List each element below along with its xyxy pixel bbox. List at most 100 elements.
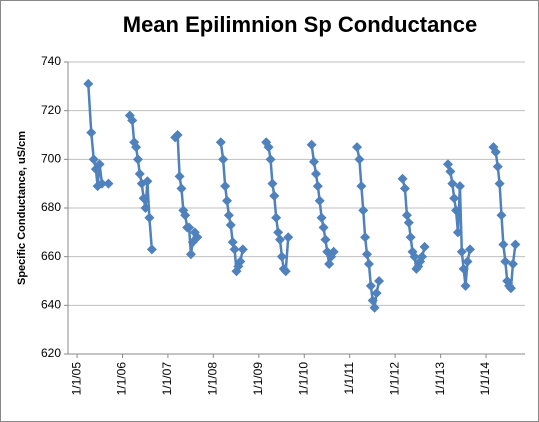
y-axis-label: Specific Conductance, uS/cm [16, 131, 28, 285]
data-point [369, 302, 380, 313]
data-point [265, 154, 276, 165]
data-point [356, 181, 367, 192]
data-point [507, 258, 518, 269]
data-point [454, 181, 465, 192]
data-point [222, 195, 233, 206]
data-point [458, 263, 469, 274]
data-point [269, 190, 280, 201]
data-point [403, 217, 414, 228]
data-point [235, 256, 246, 267]
data-point [500, 256, 511, 267]
data-point [452, 227, 463, 238]
y-tick-label: 640 [41, 298, 61, 312]
x-tick-label: 1/1/14 [478, 362, 492, 396]
data-point [498, 239, 509, 250]
data-point [276, 251, 287, 262]
data-point [180, 210, 191, 221]
data-point [505, 283, 516, 294]
data-point [314, 195, 325, 206]
data-point [271, 212, 282, 223]
data-point [490, 147, 501, 158]
x-tick-label: 1/1/06 [115, 362, 129, 396]
data-point [360, 232, 371, 243]
chart-title: Mean Epilimnion Sp Conductance [123, 12, 477, 37]
data-point [218, 154, 229, 165]
y-tick-label: 680 [41, 200, 61, 214]
data-point [267, 178, 278, 189]
data-point [328, 246, 339, 257]
data-point [273, 227, 284, 238]
data-point [308, 156, 319, 167]
data-point [172, 130, 183, 140]
data-point [144, 212, 155, 223]
data-point [88, 154, 99, 165]
data-point [445, 166, 456, 177]
x-tick-label: 1/1/05 [69, 362, 83, 396]
data-point [140, 203, 151, 213]
x-tick-label: 1/1/10 [296, 362, 310, 396]
data-point [263, 142, 274, 153]
data-point [283, 232, 294, 243]
data-point [127, 115, 138, 126]
data-point [494, 178, 505, 189]
data-point [132, 154, 143, 165]
data-point [225, 220, 236, 231]
data-point [449, 193, 460, 204]
data-point [174, 171, 185, 182]
data-point [237, 244, 248, 255]
data-point [465, 244, 476, 255]
data-point [363, 258, 374, 269]
data-point [138, 193, 149, 204]
data-point [275, 234, 286, 245]
y-tick-label: 740 [41, 54, 61, 68]
data-point [316, 212, 327, 223]
data-point [361, 249, 372, 260]
data-point [358, 205, 369, 216]
data-point [447, 178, 458, 189]
data-point [365, 280, 376, 291]
data-point [229, 244, 240, 255]
data-point [83, 78, 94, 89]
data-point [318, 222, 329, 233]
data-point [103, 178, 114, 189]
data-point [223, 210, 234, 221]
x-tick-label: 1/1/12 [387, 362, 401, 396]
data-point [131, 142, 142, 153]
data-point [86, 127, 97, 138]
data-point [146, 244, 157, 255]
data-point [496, 210, 507, 221]
data-point [134, 168, 145, 179]
data-point [306, 139, 317, 150]
data-point [142, 176, 153, 187]
data-point [374, 276, 385, 286]
data-point [192, 232, 203, 243]
x-tick-label: 1/1/08 [205, 362, 219, 396]
data-point [220, 181, 231, 192]
y-tick-label: 720 [41, 103, 61, 117]
x-tick-label: 1/1/07 [160, 362, 174, 396]
data-point [215, 137, 226, 148]
data-point [419, 241, 430, 252]
y-tick-label: 660 [41, 249, 61, 263]
data-point [397, 173, 408, 184]
data-point [399, 183, 410, 194]
data-point [460, 280, 471, 291]
x-tick-label: 1/1/13 [433, 362, 447, 396]
data-point [451, 205, 462, 216]
data-point [312, 181, 323, 192]
data-point [417, 251, 428, 262]
data-point [94, 159, 105, 170]
data-point [371, 288, 382, 299]
data-point [184, 222, 195, 233]
y-tick-label: 700 [41, 152, 61, 166]
data-point [409, 251, 420, 262]
x-tick-label: 1/1/09 [251, 362, 265, 396]
data-point [96, 178, 107, 189]
data-point [176, 183, 187, 194]
data-point [320, 234, 331, 245]
data-point [405, 232, 416, 243]
data-point [324, 258, 335, 269]
data-point [185, 249, 196, 260]
